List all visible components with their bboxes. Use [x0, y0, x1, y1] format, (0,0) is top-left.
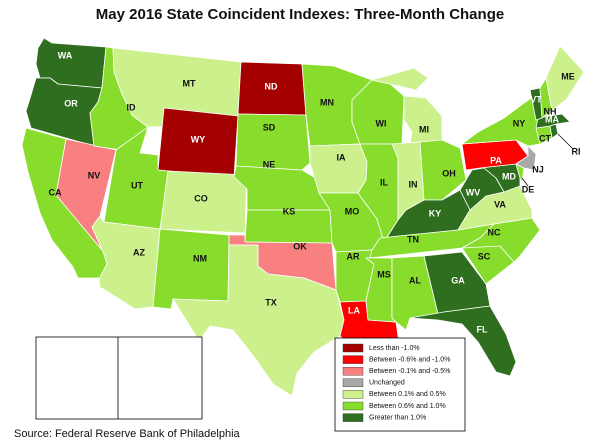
- legend-swatch: [342, 343, 364, 353]
- state-label-mo: MO: [345, 206, 360, 216]
- legend-swatch: [342, 367, 364, 376]
- state-label-md: MD: [502, 171, 516, 181]
- state-label-fl: FL: [477, 324, 488, 334]
- legend-label: Greater than 1.0%: [369, 414, 426, 421]
- state-label-wa: WA: [58, 50, 73, 60]
- state-ia: [309, 143, 368, 194]
- legend: Less than -1.0% Between -0.6% and -1.0% Be…: [334, 337, 466, 432]
- legend-label: Less than -1.0%: [369, 345, 420, 352]
- state-label-ca: CA: [49, 187, 62, 197]
- state-label-de: DE: [522, 184, 535, 194]
- state-label-nh: NH: [544, 106, 557, 116]
- state-label-oh: OH: [442, 168, 456, 178]
- state-co: [159, 170, 248, 234]
- state-label-nv: NV: [88, 170, 101, 180]
- inset-frame: [35, 336, 203, 420]
- state-label-or: OR: [64, 98, 78, 108]
- state-label-tn: TN: [407, 234, 419, 244]
- state-nj: [515, 145, 537, 171]
- state-label-co: CO: [194, 193, 208, 203]
- state-label-id: ID: [127, 102, 137, 112]
- state-label-nm: NM: [193, 253, 207, 263]
- state-label-sd: SD: [263, 122, 276, 132]
- state-ma: [535, 113, 571, 129]
- alaska-hawaii-inset: [35, 336, 203, 420]
- state-label-ny: NY: [513, 118, 526, 128]
- state-label-ks: KS: [283, 206, 296, 216]
- state-label-al: AL: [409, 275, 421, 285]
- state-label-ga: GA: [451, 275, 465, 285]
- state-label-ia: IA: [337, 152, 347, 162]
- legend-swatch: [342, 413, 364, 422]
- state-label-wi: WI: [376, 118, 387, 128]
- state-label-me: ME: [561, 71, 575, 81]
- state-labels: WA OR CA NV ID MT WY UT AZ CO NM ND SD NE KS OK TX MN IA MO…: [49, 50, 581, 388]
- state-label-az: AZ: [133, 247, 145, 257]
- map-title: May 2016 State Coincident Indexes: Three…: [95, 6, 505, 23]
- state-label-ma: MA: [545, 114, 559, 124]
- state-label-ne: NE: [263, 159, 276, 169]
- legend-swatch: [342, 390, 364, 399]
- state-fl: [409, 305, 517, 377]
- state-label-vt: VT: [530, 94, 542, 104]
- state-label-mi: MI: [419, 124, 429, 134]
- state-label-tx: TX: [265, 297, 277, 307]
- legend-swatch: [342, 355, 364, 364]
- state-label-ky: KY: [429, 208, 442, 218]
- state-nc: [461, 217, 541, 263]
- state-label-sc: SC: [478, 251, 491, 261]
- legend-label: Between -0.1% and -0.5%: [369, 368, 450, 375]
- state-label-ok: OK: [293, 241, 307, 251]
- state-label-ri: RI: [572, 146, 581, 156]
- state-nm: [152, 228, 230, 310]
- state-label-wv: WV: [466, 187, 481, 197]
- state-label-ar: AR: [347, 251, 360, 261]
- legend-label: Between 0.6% and 1.0%: [369, 403, 446, 410]
- state-label-wy: WY: [191, 134, 206, 144]
- state-label-mt: MT: [183, 78, 196, 88]
- state-label-nd: ND: [265, 81, 278, 91]
- state-me: [545, 45, 585, 111]
- source-note: Source: Federal Reserve Bank of Philadel…: [14, 428, 240, 440]
- state-label-mn: MN: [320, 97, 334, 107]
- state-label-va: VA: [494, 199, 506, 209]
- state-label-ut: UT: [131, 180, 143, 190]
- state-label-nc: NC: [488, 227, 501, 237]
- legend-label: Unchanged: [369, 380, 405, 387]
- state-label-ms: MS: [377, 269, 391, 279]
- state-label-la: LA: [348, 305, 360, 315]
- legend-swatch: [342, 401, 364, 411]
- leader-line-ri: [557, 133, 573, 149]
- legend-label: Between -0.6% and -1.0%: [369, 356, 450, 363]
- legend-swatch: [342, 378, 364, 387]
- state-sd: [235, 113, 311, 171]
- leader-line-de: [521, 177, 529, 187]
- legend-label: Between 0.1% and 0.5%: [369, 391, 446, 398]
- state-label-il: IL: [380, 177, 389, 187]
- state-label-nj: NJ: [532, 164, 544, 174]
- state-label-in: IN: [409, 179, 418, 189]
- state-label-ct: CT: [539, 133, 551, 143]
- state-label-pa: PA: [490, 155, 502, 165]
